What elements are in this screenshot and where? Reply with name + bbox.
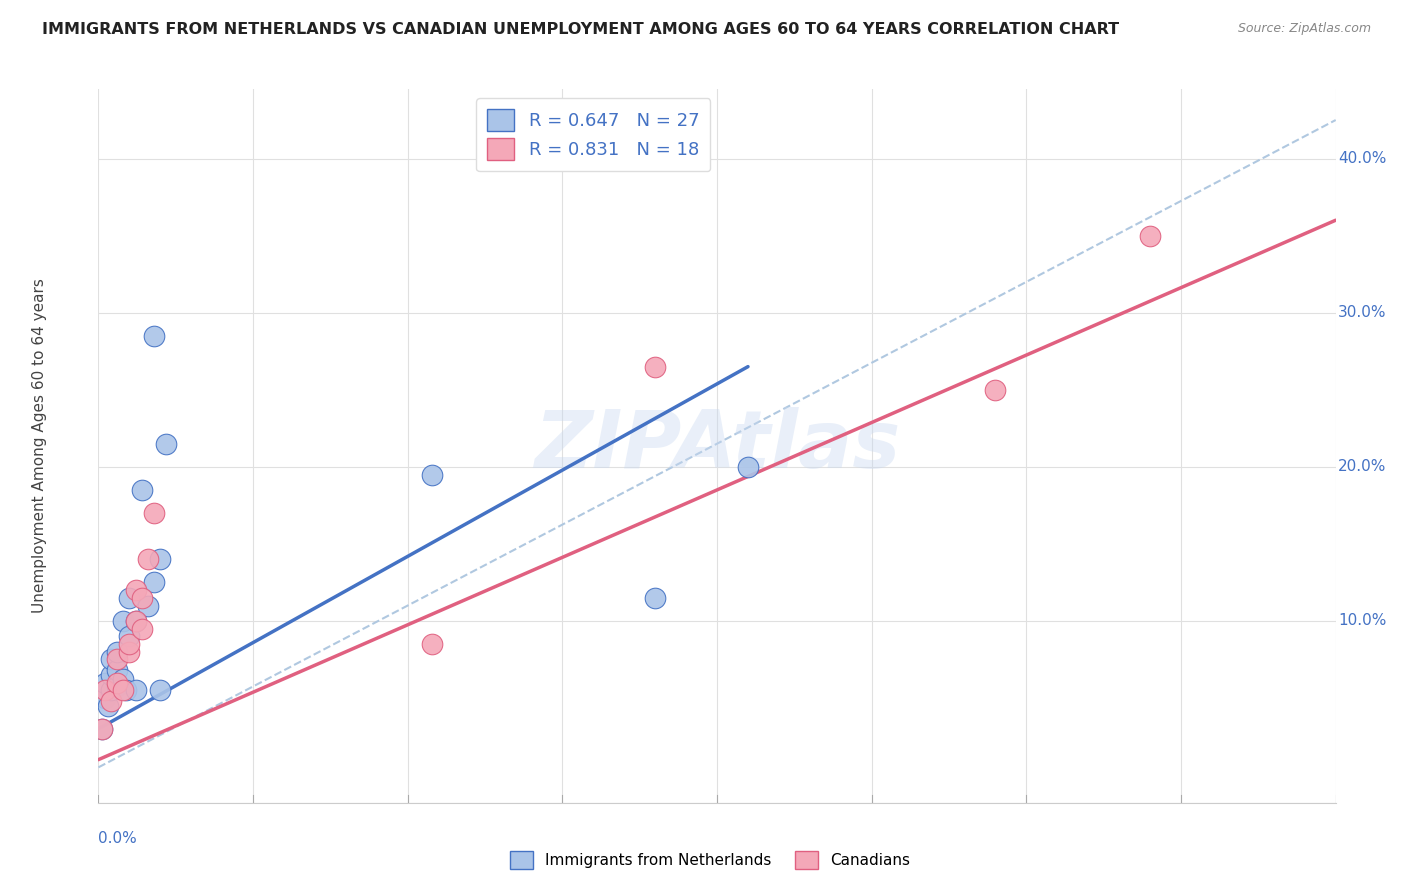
Point xyxy=(737,459,759,474)
Point xyxy=(100,683,122,698)
Point xyxy=(105,645,128,659)
Point xyxy=(149,552,172,566)
Point xyxy=(644,591,666,605)
Point xyxy=(149,683,172,698)
Point xyxy=(100,668,122,682)
Point xyxy=(131,591,153,605)
Point xyxy=(105,663,128,677)
Point xyxy=(131,483,153,497)
Point xyxy=(118,591,141,605)
Point xyxy=(93,675,115,690)
Point xyxy=(1139,228,1161,243)
Point xyxy=(118,629,141,643)
Point xyxy=(112,614,135,628)
Point xyxy=(422,637,444,651)
Point xyxy=(124,683,146,698)
Point xyxy=(131,622,153,636)
Point xyxy=(136,552,159,566)
Point xyxy=(105,652,128,666)
Point xyxy=(143,328,166,343)
Legend: Immigrants from Netherlands, Canadians: Immigrants from Netherlands, Canadians xyxy=(505,845,915,875)
Point xyxy=(112,673,135,687)
Point xyxy=(105,675,128,690)
Point xyxy=(155,436,177,450)
Point xyxy=(115,683,138,698)
Text: 30.0%: 30.0% xyxy=(1339,305,1386,320)
Point xyxy=(143,506,166,520)
Point xyxy=(124,583,146,598)
Point xyxy=(644,359,666,374)
Point xyxy=(105,679,128,693)
Point xyxy=(124,614,146,628)
Text: Source: ZipAtlas.com: Source: ZipAtlas.com xyxy=(1237,22,1371,36)
Point xyxy=(93,691,115,706)
Text: 40.0%: 40.0% xyxy=(1339,151,1386,166)
Point xyxy=(90,722,112,736)
Point xyxy=(90,722,112,736)
Point xyxy=(422,467,444,482)
Point xyxy=(100,652,122,666)
Point xyxy=(112,683,135,698)
Point xyxy=(136,599,159,613)
Text: 10.0%: 10.0% xyxy=(1339,614,1386,629)
Text: IMMIGRANTS FROM NETHERLANDS VS CANADIAN UNEMPLOYMENT AMONG AGES 60 TO 64 YEARS C: IMMIGRANTS FROM NETHERLANDS VS CANADIAN … xyxy=(42,22,1119,37)
Point xyxy=(143,575,166,590)
Text: 20.0%: 20.0% xyxy=(1339,459,1386,475)
Legend: R = 0.647   N = 27, R = 0.831   N = 18: R = 0.647 N = 27, R = 0.831 N = 18 xyxy=(477,98,710,171)
Point xyxy=(93,683,115,698)
Point xyxy=(124,614,146,628)
Point xyxy=(984,383,1007,397)
Text: 0.0%: 0.0% xyxy=(98,831,138,847)
Point xyxy=(100,694,122,708)
Text: ZIPAtlas: ZIPAtlas xyxy=(534,407,900,485)
Point xyxy=(97,698,120,713)
Text: Unemployment Among Ages 60 to 64 years: Unemployment Among Ages 60 to 64 years xyxy=(31,278,46,614)
Point xyxy=(118,645,141,659)
Point xyxy=(118,637,141,651)
